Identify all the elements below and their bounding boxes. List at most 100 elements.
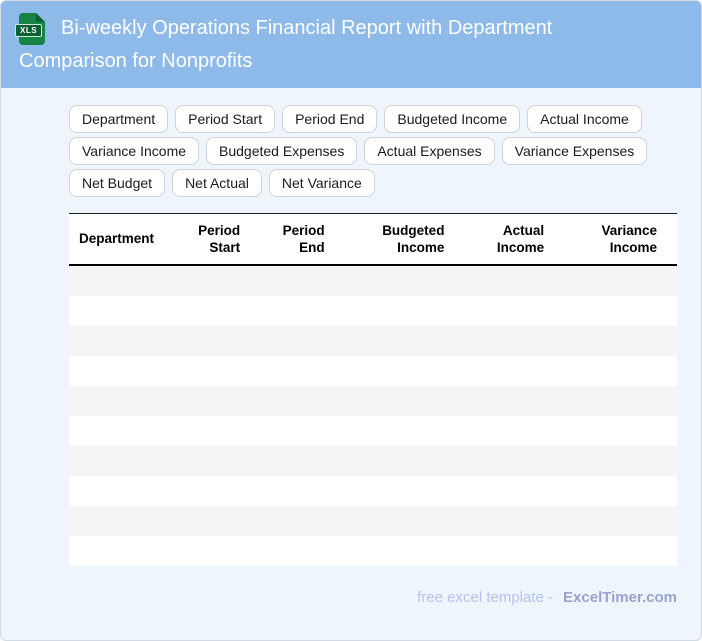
table-cell xyxy=(554,326,677,356)
table-row xyxy=(69,386,677,416)
table-cell xyxy=(335,446,455,476)
column-chip-variance-income[interactable]: Variance Income xyxy=(69,137,199,165)
column-chip-net-budget[interactable]: Net Budget xyxy=(69,169,165,197)
xls-badge-label: XLS xyxy=(15,24,42,37)
table-cell xyxy=(250,265,335,296)
table-cell xyxy=(171,506,251,536)
table-cell xyxy=(69,326,171,356)
table-header-budgeted-income: Budgeted Income xyxy=(335,213,455,265)
table-cell xyxy=(250,356,335,386)
column-chip-net-actual[interactable]: Net Actual xyxy=(172,169,262,197)
table-cell xyxy=(250,416,335,446)
column-chip-actual-income[interactable]: Actual Income xyxy=(527,105,642,133)
column-chip-period-start[interactable]: Period Start xyxy=(175,105,275,133)
table-cell xyxy=(171,446,251,476)
column-chip-budgeted-expenses[interactable]: Budgeted Expenses xyxy=(206,137,357,165)
table-cell xyxy=(171,416,251,446)
table-row xyxy=(69,476,677,506)
table-row xyxy=(69,416,677,446)
table-cell xyxy=(250,476,335,506)
table-cell xyxy=(554,416,677,446)
template-preview-card: XLS Bi-weekly Operations Financial Repor… xyxy=(0,0,702,641)
table-cell xyxy=(250,296,335,326)
content-area: DepartmentPeriod StartPeriod EndBudgeted… xyxy=(1,88,701,608)
column-chip-actual-expenses[interactable]: Actual Expenses xyxy=(364,137,494,165)
table-cell xyxy=(554,265,677,296)
column-chip-budgeted-income[interactable]: Budgeted Income xyxy=(384,105,520,133)
table-cell xyxy=(69,476,171,506)
table-header-period-end: Period End xyxy=(250,213,335,265)
column-chip-variance-expenses[interactable]: Variance Expenses xyxy=(502,137,648,165)
table-cell xyxy=(69,356,171,386)
table-header-actual-income: Actual Income xyxy=(454,213,554,265)
table-cell xyxy=(454,386,554,416)
table-cell xyxy=(454,446,554,476)
table-cell xyxy=(171,356,251,386)
xls-file-icon: XLS xyxy=(19,13,45,45)
table-cell xyxy=(454,296,554,326)
table-cell xyxy=(335,416,455,446)
table-row xyxy=(69,536,677,566)
table-header-variance-income: Variance Income xyxy=(554,213,677,265)
table-cell xyxy=(554,536,677,566)
table-cell xyxy=(250,446,335,476)
table-row xyxy=(69,296,677,326)
table-row xyxy=(69,326,677,356)
column-chip-list: DepartmentPeriod StartPeriod EndBudgeted… xyxy=(69,105,677,197)
table-cell xyxy=(454,506,554,536)
table-cell xyxy=(171,476,251,506)
table-header-department: Department xyxy=(69,213,171,265)
table-cell xyxy=(335,265,455,296)
column-chip-net-variance[interactable]: Net Variance xyxy=(269,169,375,197)
table-cell xyxy=(554,506,677,536)
table-cell xyxy=(554,386,677,416)
table-cell xyxy=(69,506,171,536)
table-cell xyxy=(69,446,171,476)
table-cell xyxy=(171,386,251,416)
table-cell xyxy=(454,356,554,386)
table-row xyxy=(69,446,677,476)
title-wrap: XLS Bi-weekly Operations Financial Repor… xyxy=(19,12,639,77)
header: XLS Bi-weekly Operations Financial Repor… xyxy=(1,1,701,88)
report-table-head: DepartmentPeriod StartPeriod EndBudgeted… xyxy=(69,213,677,265)
table-row xyxy=(69,506,677,536)
table-cell xyxy=(554,476,677,506)
table-cell xyxy=(250,386,335,416)
table-row xyxy=(69,265,677,296)
table-cell xyxy=(554,446,677,476)
table-cell xyxy=(454,416,554,446)
table-cell xyxy=(250,506,335,536)
footer-text: free excel template - xyxy=(417,589,553,606)
column-chip-period-end[interactable]: Period End xyxy=(282,105,377,133)
report-table: DepartmentPeriod StartPeriod EndBudgeted… xyxy=(69,213,677,566)
table-cell xyxy=(454,536,554,566)
table-cell xyxy=(171,326,251,356)
table-header-period-start: Period Start xyxy=(171,213,251,265)
table-cell xyxy=(171,296,251,326)
table-cell xyxy=(335,476,455,506)
table-cell xyxy=(250,536,335,566)
table-cell xyxy=(171,536,251,566)
table-cell xyxy=(454,476,554,506)
table-row xyxy=(69,356,677,386)
footer: free excel template - ExcelTimer.com xyxy=(69,588,677,608)
table-cell xyxy=(454,265,554,296)
report-table-body xyxy=(69,265,677,566)
table-cell xyxy=(554,296,677,326)
table-cell xyxy=(69,296,171,326)
table-cell xyxy=(335,536,455,566)
table-cell xyxy=(454,326,554,356)
table-cell xyxy=(554,356,677,386)
table-cell xyxy=(69,386,171,416)
table-cell xyxy=(335,326,455,356)
table-cell xyxy=(69,265,171,296)
footer-brand-link[interactable]: ExcelTimer.com xyxy=(563,589,677,606)
table-cell xyxy=(69,416,171,446)
table-cell xyxy=(335,296,455,326)
table-cell xyxy=(335,386,455,416)
table-cell xyxy=(335,506,455,536)
table-cell xyxy=(69,536,171,566)
page-title: Bi-weekly Operations Financial Report wi… xyxy=(19,17,552,72)
column-chip-department[interactable]: Department xyxy=(69,105,168,133)
table-cell xyxy=(250,326,335,356)
